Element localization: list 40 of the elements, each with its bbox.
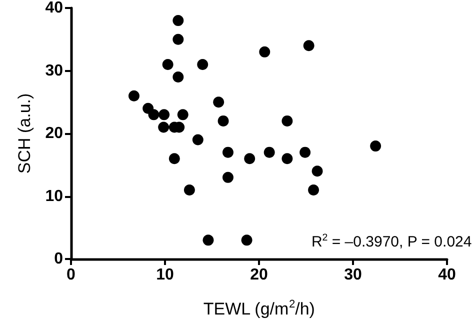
y-tick-label: 40 [45, 0, 64, 16]
x-tick-label: 40 [438, 266, 456, 284]
point [202, 234, 214, 246]
point [192, 134, 204, 146]
point [172, 15, 184, 26]
point [158, 122, 170, 133]
point [213, 96, 224, 108]
point [308, 184, 320, 196]
point [312, 166, 323, 177]
point [172, 72, 184, 83]
point [264, 146, 275, 158]
point [282, 115, 293, 126]
point [300, 146, 311, 158]
point [184, 184, 195, 196]
point [259, 46, 270, 58]
y-tick-label: 30 [45, 62, 64, 80]
point [168, 153, 180, 164]
point [370, 140, 382, 152]
x-tick-label: 10 [156, 266, 174, 284]
x-tick-label: 0 [66, 266, 76, 284]
point [172, 34, 184, 45]
point [241, 234, 252, 246]
x-tick-label: 20 [250, 266, 268, 284]
point [222, 172, 234, 183]
y-axis-title: SCH (a.u.) [15, 93, 34, 174]
point [218, 115, 229, 126]
x-tick-label: 30 [344, 266, 362, 284]
y-tick-label: 0 [54, 250, 64, 268]
point [158, 109, 170, 120]
y-tick-label: 20 [45, 125, 64, 142]
point [282, 153, 293, 164]
point [197, 58, 208, 70]
y-tick-label: 10 [45, 188, 64, 205]
point [177, 109, 188, 120]
point [128, 90, 140, 102]
point [222, 146, 234, 158]
point [148, 109, 160, 120]
point [303, 40, 314, 52]
point [162, 58, 174, 70]
point [244, 153, 256, 164]
